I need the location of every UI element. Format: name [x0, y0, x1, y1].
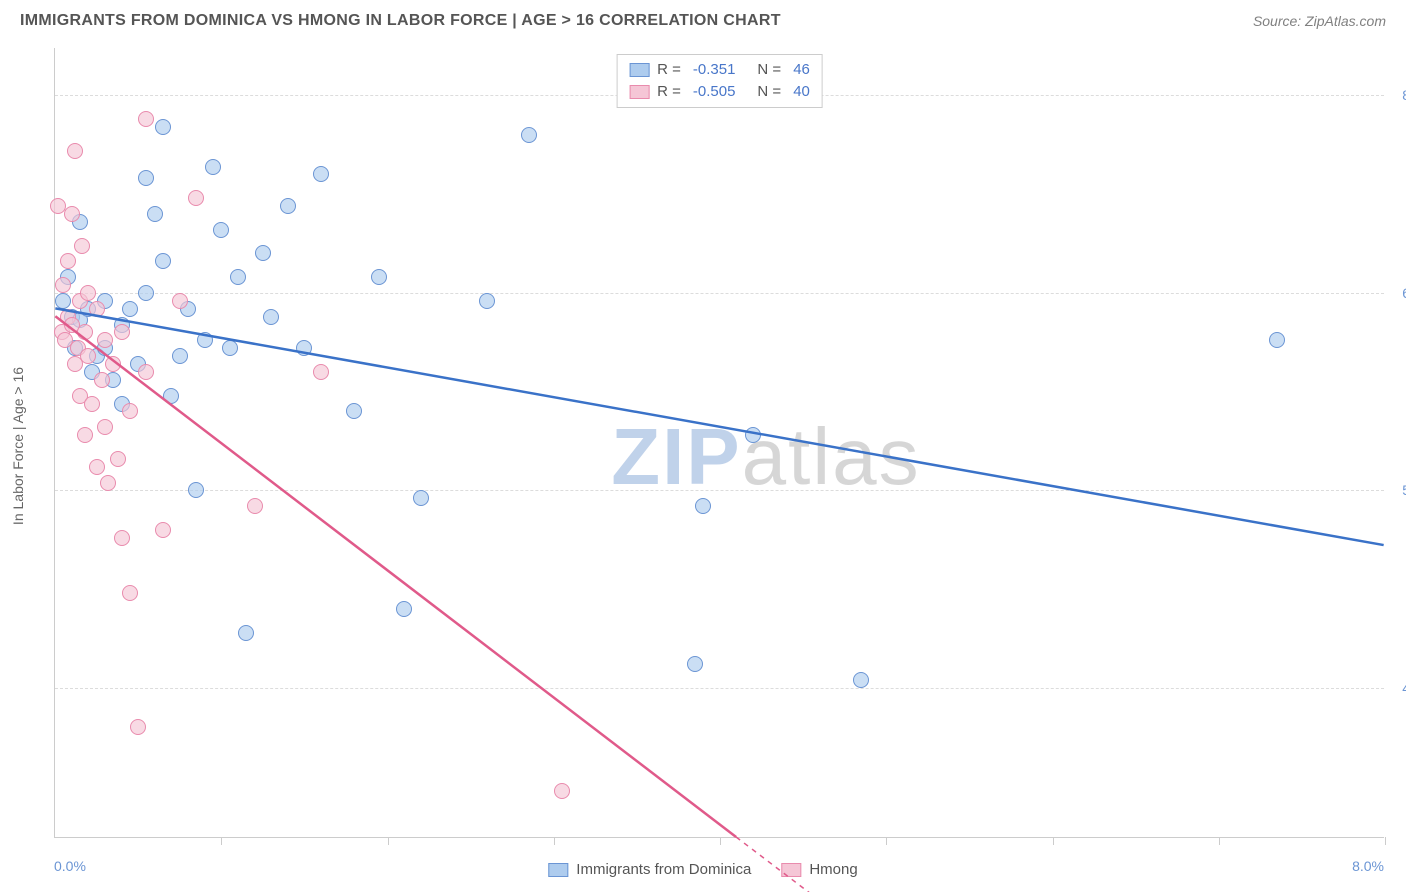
x-tick — [1385, 837, 1386, 845]
trend-line — [55, 308, 1383, 545]
n-label: N = — [757, 81, 781, 103]
n-value: 40 — [793, 81, 810, 103]
x-tick — [886, 837, 887, 845]
legend-swatch — [629, 63, 649, 77]
legend-row: R = -0.351 N = 46 — [629, 59, 810, 81]
legend-item: Immigrants from Dominica — [548, 861, 751, 878]
x-tick — [221, 837, 222, 845]
r-value: -0.505 — [693, 81, 736, 103]
legend-row: R = -0.505 N = 40 — [629, 81, 810, 103]
r-label: R = — [657, 81, 681, 103]
chart-title: IMMIGRANTS FROM DOMINICA VS HMONG IN LAB… — [20, 12, 781, 30]
x-tick — [554, 837, 555, 845]
trend-line — [55, 316, 736, 837]
plot-area: ZIPatlas R =-0.351N =46R =-0.505N =40 80… — [54, 48, 1384, 838]
y-tick-label: 80.0% — [1402, 87, 1406, 103]
y-tick-label: 42.5% — [1402, 680, 1406, 696]
series-legend: Immigrants from Dominica Hmong — [548, 861, 857, 878]
legend-item: Hmong — [781, 861, 857, 878]
x-axis-min-label: 0.0% — [54, 858, 86, 874]
n-value: 46 — [793, 59, 810, 81]
x-tick — [388, 837, 389, 845]
x-tick — [720, 837, 721, 845]
chart-header: IMMIGRANTS FROM DOMINICA VS HMONG IN LAB… — [0, 0, 1406, 38]
x-tick — [1053, 837, 1054, 845]
trend-lines-layer — [55, 48, 1384, 837]
r-value: -0.351 — [693, 59, 736, 81]
legend-label: Immigrants from Dominica — [576, 861, 751, 878]
y-axis-label: In Labor Force | Age > 16 — [10, 367, 26, 525]
y-tick-label: 67.5% — [1402, 285, 1406, 301]
r-label: R = — [657, 59, 681, 81]
x-tick — [1219, 837, 1220, 845]
n-label: N = — [757, 59, 781, 81]
legend-swatch — [629, 85, 649, 99]
x-axis-max-label: 8.0% — [1352, 858, 1384, 874]
legend-swatch — [548, 863, 568, 877]
legend-label: Hmong — [809, 861, 857, 878]
source-attribution: Source: ZipAtlas.com — [1253, 13, 1386, 29]
correlation-legend: R = -0.351 N = 46 R = -0.505 N = 40 — [616, 54, 823, 108]
y-tick-label: 55.0% — [1402, 482, 1406, 498]
